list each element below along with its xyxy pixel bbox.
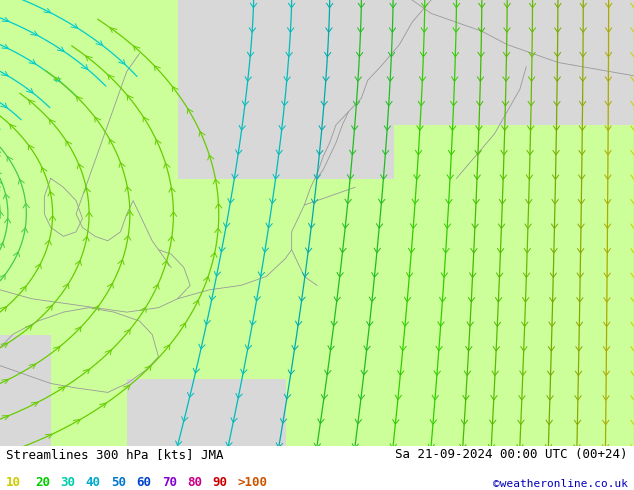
Text: 60: 60 bbox=[136, 476, 152, 489]
Text: 40: 40 bbox=[86, 476, 101, 489]
Text: 90: 90 bbox=[212, 476, 228, 489]
Text: Sa 21-09-2024 00:00 UTC (00+24): Sa 21-09-2024 00:00 UTC (00+24) bbox=[395, 448, 628, 461]
Text: ©weatheronline.co.uk: ©weatheronline.co.uk bbox=[493, 479, 628, 489]
Text: 20: 20 bbox=[35, 476, 50, 489]
Text: >100: >100 bbox=[238, 476, 268, 489]
Text: 50: 50 bbox=[111, 476, 126, 489]
Text: 10: 10 bbox=[6, 476, 22, 489]
Text: 30: 30 bbox=[60, 476, 75, 489]
Text: 70: 70 bbox=[162, 476, 177, 489]
Text: 80: 80 bbox=[187, 476, 202, 489]
Text: Streamlines 300 hPa [kts] JMA: Streamlines 300 hPa [kts] JMA bbox=[6, 448, 224, 461]
